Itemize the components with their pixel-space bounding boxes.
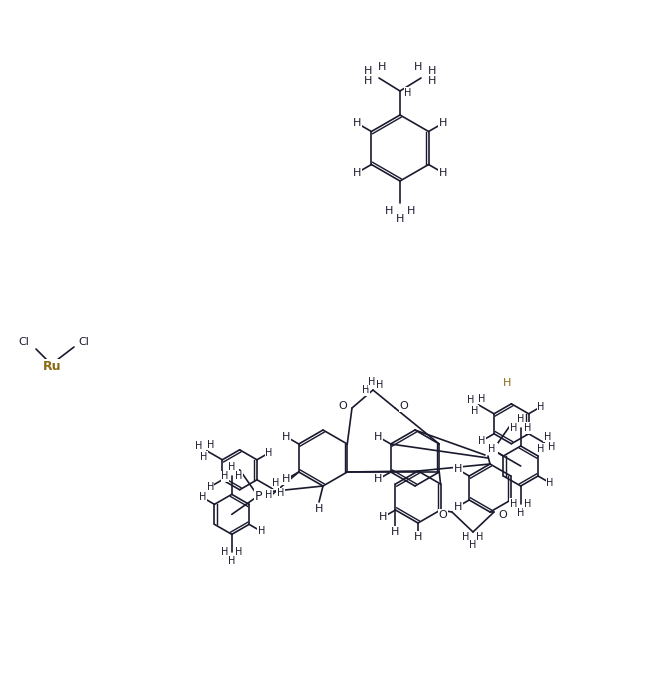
Text: H: H: [517, 414, 525, 424]
Text: H: H: [379, 512, 387, 522]
Text: Cl: Cl: [79, 337, 90, 347]
Text: H: H: [407, 206, 415, 216]
Text: H: H: [547, 478, 554, 488]
Text: H: H: [374, 432, 382, 441]
Text: H: H: [385, 206, 393, 216]
Text: H: H: [391, 527, 400, 537]
Text: H: H: [374, 475, 382, 484]
Text: H: H: [524, 499, 532, 509]
Text: O: O: [439, 510, 447, 520]
Text: H: H: [265, 448, 273, 458]
Text: H: H: [257, 526, 265, 537]
Text: H: H: [352, 118, 361, 128]
Text: H: H: [199, 492, 206, 503]
Text: H: H: [454, 464, 462, 475]
Text: H: H: [510, 423, 517, 433]
Text: H: H: [469, 540, 476, 550]
Text: H: H: [488, 444, 495, 454]
Text: H: H: [221, 471, 228, 482]
Text: H: H: [404, 88, 411, 98]
Text: O: O: [400, 401, 408, 411]
Text: H: H: [378, 62, 386, 72]
Text: H: H: [364, 76, 372, 86]
Text: H: H: [228, 462, 235, 473]
Text: H: H: [235, 471, 242, 482]
Text: H: H: [207, 440, 214, 450]
Text: H: H: [221, 547, 228, 557]
Text: H: H: [467, 395, 474, 405]
Text: H: H: [476, 532, 484, 542]
Text: H: H: [315, 504, 323, 514]
Text: H: H: [414, 532, 422, 542]
Text: H: H: [478, 394, 486, 404]
Text: H: H: [439, 118, 447, 128]
Text: H: H: [235, 547, 242, 557]
Text: H: H: [272, 477, 280, 488]
Text: H: H: [352, 168, 361, 178]
Text: H: H: [281, 475, 290, 484]
Text: H: H: [369, 377, 376, 387]
Text: H: H: [428, 76, 436, 86]
Text: O: O: [499, 510, 508, 520]
Text: P: P: [489, 443, 497, 457]
Text: H: H: [454, 502, 462, 512]
Text: H: H: [503, 378, 512, 388]
Text: H: H: [549, 442, 556, 452]
Text: H: H: [471, 406, 478, 416]
Text: H: H: [544, 432, 551, 442]
Text: H: H: [414, 62, 422, 72]
Text: O: O: [339, 401, 347, 411]
Text: H: H: [396, 214, 404, 224]
Text: H: H: [200, 452, 207, 462]
Text: H: H: [277, 489, 284, 498]
Text: H: H: [364, 66, 372, 76]
Text: H: H: [478, 436, 486, 445]
Text: H: H: [228, 556, 235, 567]
Text: Ru: Ru: [43, 360, 61, 372]
Text: H: H: [517, 508, 525, 518]
Text: H: H: [376, 380, 384, 390]
Text: H: H: [524, 423, 532, 433]
Text: H: H: [362, 385, 370, 395]
Text: H: H: [195, 441, 203, 451]
Text: H: H: [537, 402, 545, 412]
Text: H: H: [265, 490, 273, 500]
Text: H: H: [537, 444, 545, 454]
Text: H: H: [281, 432, 290, 441]
Text: Cl: Cl: [19, 337, 29, 347]
Text: H: H: [439, 168, 447, 178]
Text: H: H: [428, 66, 436, 76]
Text: H: H: [207, 482, 214, 492]
Text: H: H: [462, 532, 470, 542]
Text: H: H: [510, 499, 517, 509]
Text: P: P: [254, 489, 262, 503]
